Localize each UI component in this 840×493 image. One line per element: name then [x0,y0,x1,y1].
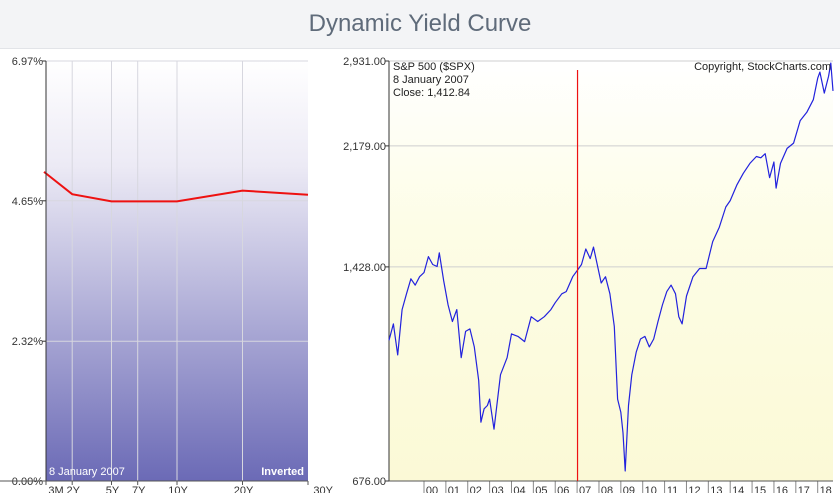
sp500-x-tick-label: 01 [448,485,460,493]
yield-curve-y-tick-label: 4.65% [12,196,43,208]
yield-curve-x-tick-label: 20Y [234,485,254,493]
yield-curve-y-tick-label: 0.00% [12,476,43,488]
yield-curve-y-tick-label: 2.32% [12,336,43,348]
yield-curve-date: 8 January 2007 [49,466,125,478]
sp500-x-tick-label: 07 [579,485,591,493]
sp500-y-tick-label: 676.00 [352,476,386,488]
sp500-copyright: Copyright, StockCharts.com [694,61,831,73]
yield-curve-line [43,171,309,203]
sp500-x-tick-label: 13 [710,485,722,493]
sp500-x-tick-label: 18 [820,485,832,493]
yield-curve-status: Inverted [261,466,304,478]
sp500-x-tick-label: 06 [557,485,569,493]
yield-curve-x-tick-label: 10Y [168,485,188,493]
sp500-y-tick-label: 2,179.00 [343,141,386,153]
sp500-y-tick-label: 2,931.00 [343,56,386,68]
sp500-x-tick-label: 02 [470,485,482,493]
sp500-x-tick-label: 10 [645,485,657,493]
sp500-x-tick-label: 14 [732,485,744,493]
sp500-x-tick-label: 03 [491,485,503,493]
page-header: Dynamic Yield Curve [0,0,840,49]
yield-curve-x-tick-label: 5Y [106,485,120,493]
yield-curve-y-tick-label: 6.97% [12,56,43,68]
sp500-price-line [388,62,834,472]
yield-curve-chart: 6.97% 4.65% 2.32% 0.00% 3M 2Y 5Y 7Y 10Y 20Y 30Y 8… [0,56,334,493]
sp500-plot-area [389,61,833,481]
sp500-y-tick-label: 1,428.00 [343,262,386,274]
sp500-x-tick-label: 12 [688,485,700,493]
yield-curve-x-tick-label: 7Y [132,485,146,493]
sp500-x-tick-label: 15 [754,485,766,493]
sp500-x-tick-label: 04 [513,485,525,493]
sp500-chart: 2,931.00 2,179.00 1,428.00 676.00 00 01 02 03 0… [343,56,834,493]
yield-curve-x-tick-label: 30Y [313,485,333,493]
sp500-x-tick-label: 05 [535,485,547,493]
yield-curve-x-tick-label: 2Y [66,485,80,493]
sp500-title: S&P 500 ($SPX) [393,61,475,73]
sp500-x-tick-label: 09 [623,485,635,493]
sp500-x-tick-label: 00 [426,485,438,493]
sp500-x-tick-label: 08 [601,485,613,493]
sp500-cursor-close: Close: 1,412.84 [393,87,470,99]
yield-curve-x-tick-label: 3M [48,485,63,493]
sp500-x-tick-label: 17 [798,485,810,493]
page-title: Dynamic Yield Curve [308,10,532,37]
sp500-x-tick-label: 11 [667,485,678,493]
sp500-x-tick-label: 16 [776,485,788,493]
sp500-cursor-date: 8 January 2007 [393,74,469,86]
